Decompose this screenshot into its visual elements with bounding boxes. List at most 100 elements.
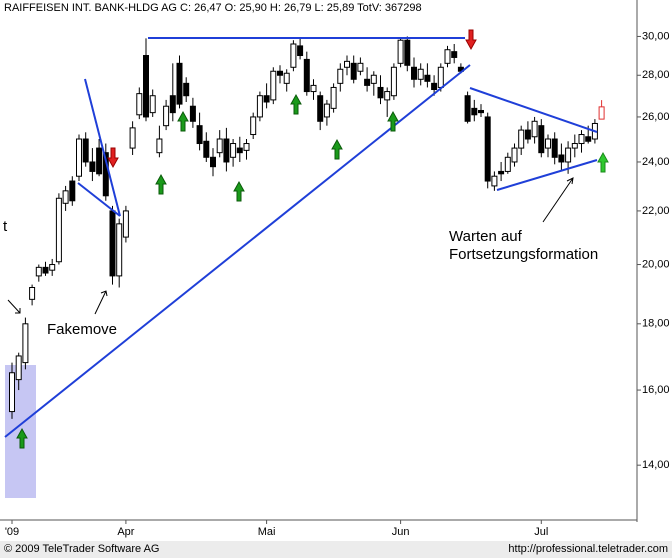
- candle-body: [297, 45, 304, 57]
- candle-body: [585, 136, 592, 142]
- up-arrow: [155, 173, 167, 195]
- candle-body: [471, 107, 478, 116]
- candle-body: [384, 91, 391, 101]
- x-tick-label: Jun: [392, 526, 410, 538]
- y-tick-label: 30,00: [642, 30, 670, 42]
- candle-body: [116, 223, 123, 277]
- candle-body: [183, 82, 190, 97]
- candle-body: [203, 140, 210, 158]
- candle-body: [89, 161, 96, 172]
- candle-body: [478, 109, 484, 114]
- candle-body: [451, 51, 458, 58]
- down-arrow: [465, 29, 477, 51]
- x-tick-label: Apr: [117, 526, 134, 538]
- candle-body: [310, 84, 317, 93]
- candle-body: [518, 129, 525, 149]
- up-arrow: [233, 180, 245, 202]
- y-tick-label: 22,00: [642, 205, 670, 217]
- up-arrow: [597, 151, 609, 173]
- up-arrow: [331, 138, 343, 160]
- candle-body: [76, 138, 82, 177]
- candle-body: [9, 372, 15, 413]
- candle-body: [323, 103, 330, 118]
- candle-body: [129, 127, 136, 149]
- candle-body: [397, 39, 404, 64]
- candle-body: [545, 138, 551, 149]
- y-tick-label: 18,00: [642, 318, 670, 330]
- candle-body: [230, 143, 237, 158]
- candle-body: [364, 78, 371, 86]
- candle-body: [156, 138, 163, 154]
- annotation: Warten auf: [449, 228, 523, 245]
- y-tick-label: 14,00: [642, 459, 670, 471]
- x-tick-label: '09: [5, 526, 19, 538]
- candle-body: [82, 138, 89, 163]
- up-arrow: [16, 427, 28, 449]
- candle-body: [277, 70, 283, 76]
- annotation: Fakemove: [47, 321, 117, 338]
- candle-body: [337, 68, 344, 84]
- footer-bar: [0, 541, 672, 558]
- candle-body: [243, 143, 250, 151]
- candle-body: [176, 62, 183, 105]
- footer-left: © 2009 TeleTrader Software AG: [4, 543, 159, 555]
- candle-body: [551, 138, 558, 158]
- candle-body: [250, 116, 257, 136]
- candle-body: [317, 95, 324, 122]
- candle-body: [69, 180, 76, 202]
- candle-body: [169, 95, 176, 114]
- candle-body: [531, 120, 538, 138]
- candle-body: [437, 66, 444, 88]
- x-tick-label: Mai: [258, 526, 276, 538]
- candle-body: [122, 210, 129, 238]
- candle-body: [370, 74, 377, 84]
- annotation: Fortsetzungsformation: [449, 246, 598, 263]
- candle-body: [263, 95, 270, 103]
- candle-body: [511, 147, 518, 163]
- candle-body: [598, 106, 605, 120]
- pointer-arrow: [7, 299, 21, 314]
- candle-body: [35, 266, 42, 277]
- y-tick-label: 24,00: [642, 156, 670, 168]
- footer-right: http://professional.teletrader.com: [508, 543, 668, 555]
- signal-arrows: [16, 29, 609, 449]
- trend-line: [84, 78, 121, 217]
- candle-body: [571, 143, 578, 149]
- candle-body: [236, 147, 243, 154]
- candle-body: [377, 86, 384, 99]
- candle-body: [417, 68, 424, 80]
- candle-body: [290, 43, 297, 68]
- candle-body: [491, 175, 498, 187]
- candle-body: [109, 210, 116, 277]
- pointer-arrows: [7, 177, 574, 315]
- candle-body: [404, 39, 411, 66]
- candle-body: [223, 138, 230, 163]
- y-tick-label: 26,00: [642, 111, 670, 123]
- candle-body: [524, 129, 531, 140]
- candle-body: [504, 156, 511, 172]
- up-arrow: [290, 93, 302, 115]
- candles: [9, 36, 605, 419]
- candle-body: [55, 197, 62, 263]
- candle-body: [149, 95, 156, 114]
- candle-body: [357, 62, 364, 72]
- candle-body: [22, 323, 29, 364]
- candle-body: [330, 86, 337, 109]
- candle-body: [498, 170, 505, 175]
- candle-body: [143, 55, 149, 118]
- x-tick-label: Jul: [534, 526, 548, 538]
- y-tick-label: 20,00: [642, 258, 670, 270]
- up-arrow: [177, 110, 189, 132]
- candle-body: [15, 355, 22, 381]
- candle-body: [49, 264, 56, 271]
- candle-body: [578, 134, 585, 145]
- candle-body: [431, 82, 438, 90]
- candle-body: [538, 125, 545, 154]
- candle-body: [411, 66, 417, 80]
- pointer-arrow: [94, 290, 108, 315]
- candle-body: [444, 49, 451, 64]
- candle-body: [344, 60, 350, 68]
- pointer-arrow: [542, 177, 574, 223]
- candle-body: [484, 116, 491, 182]
